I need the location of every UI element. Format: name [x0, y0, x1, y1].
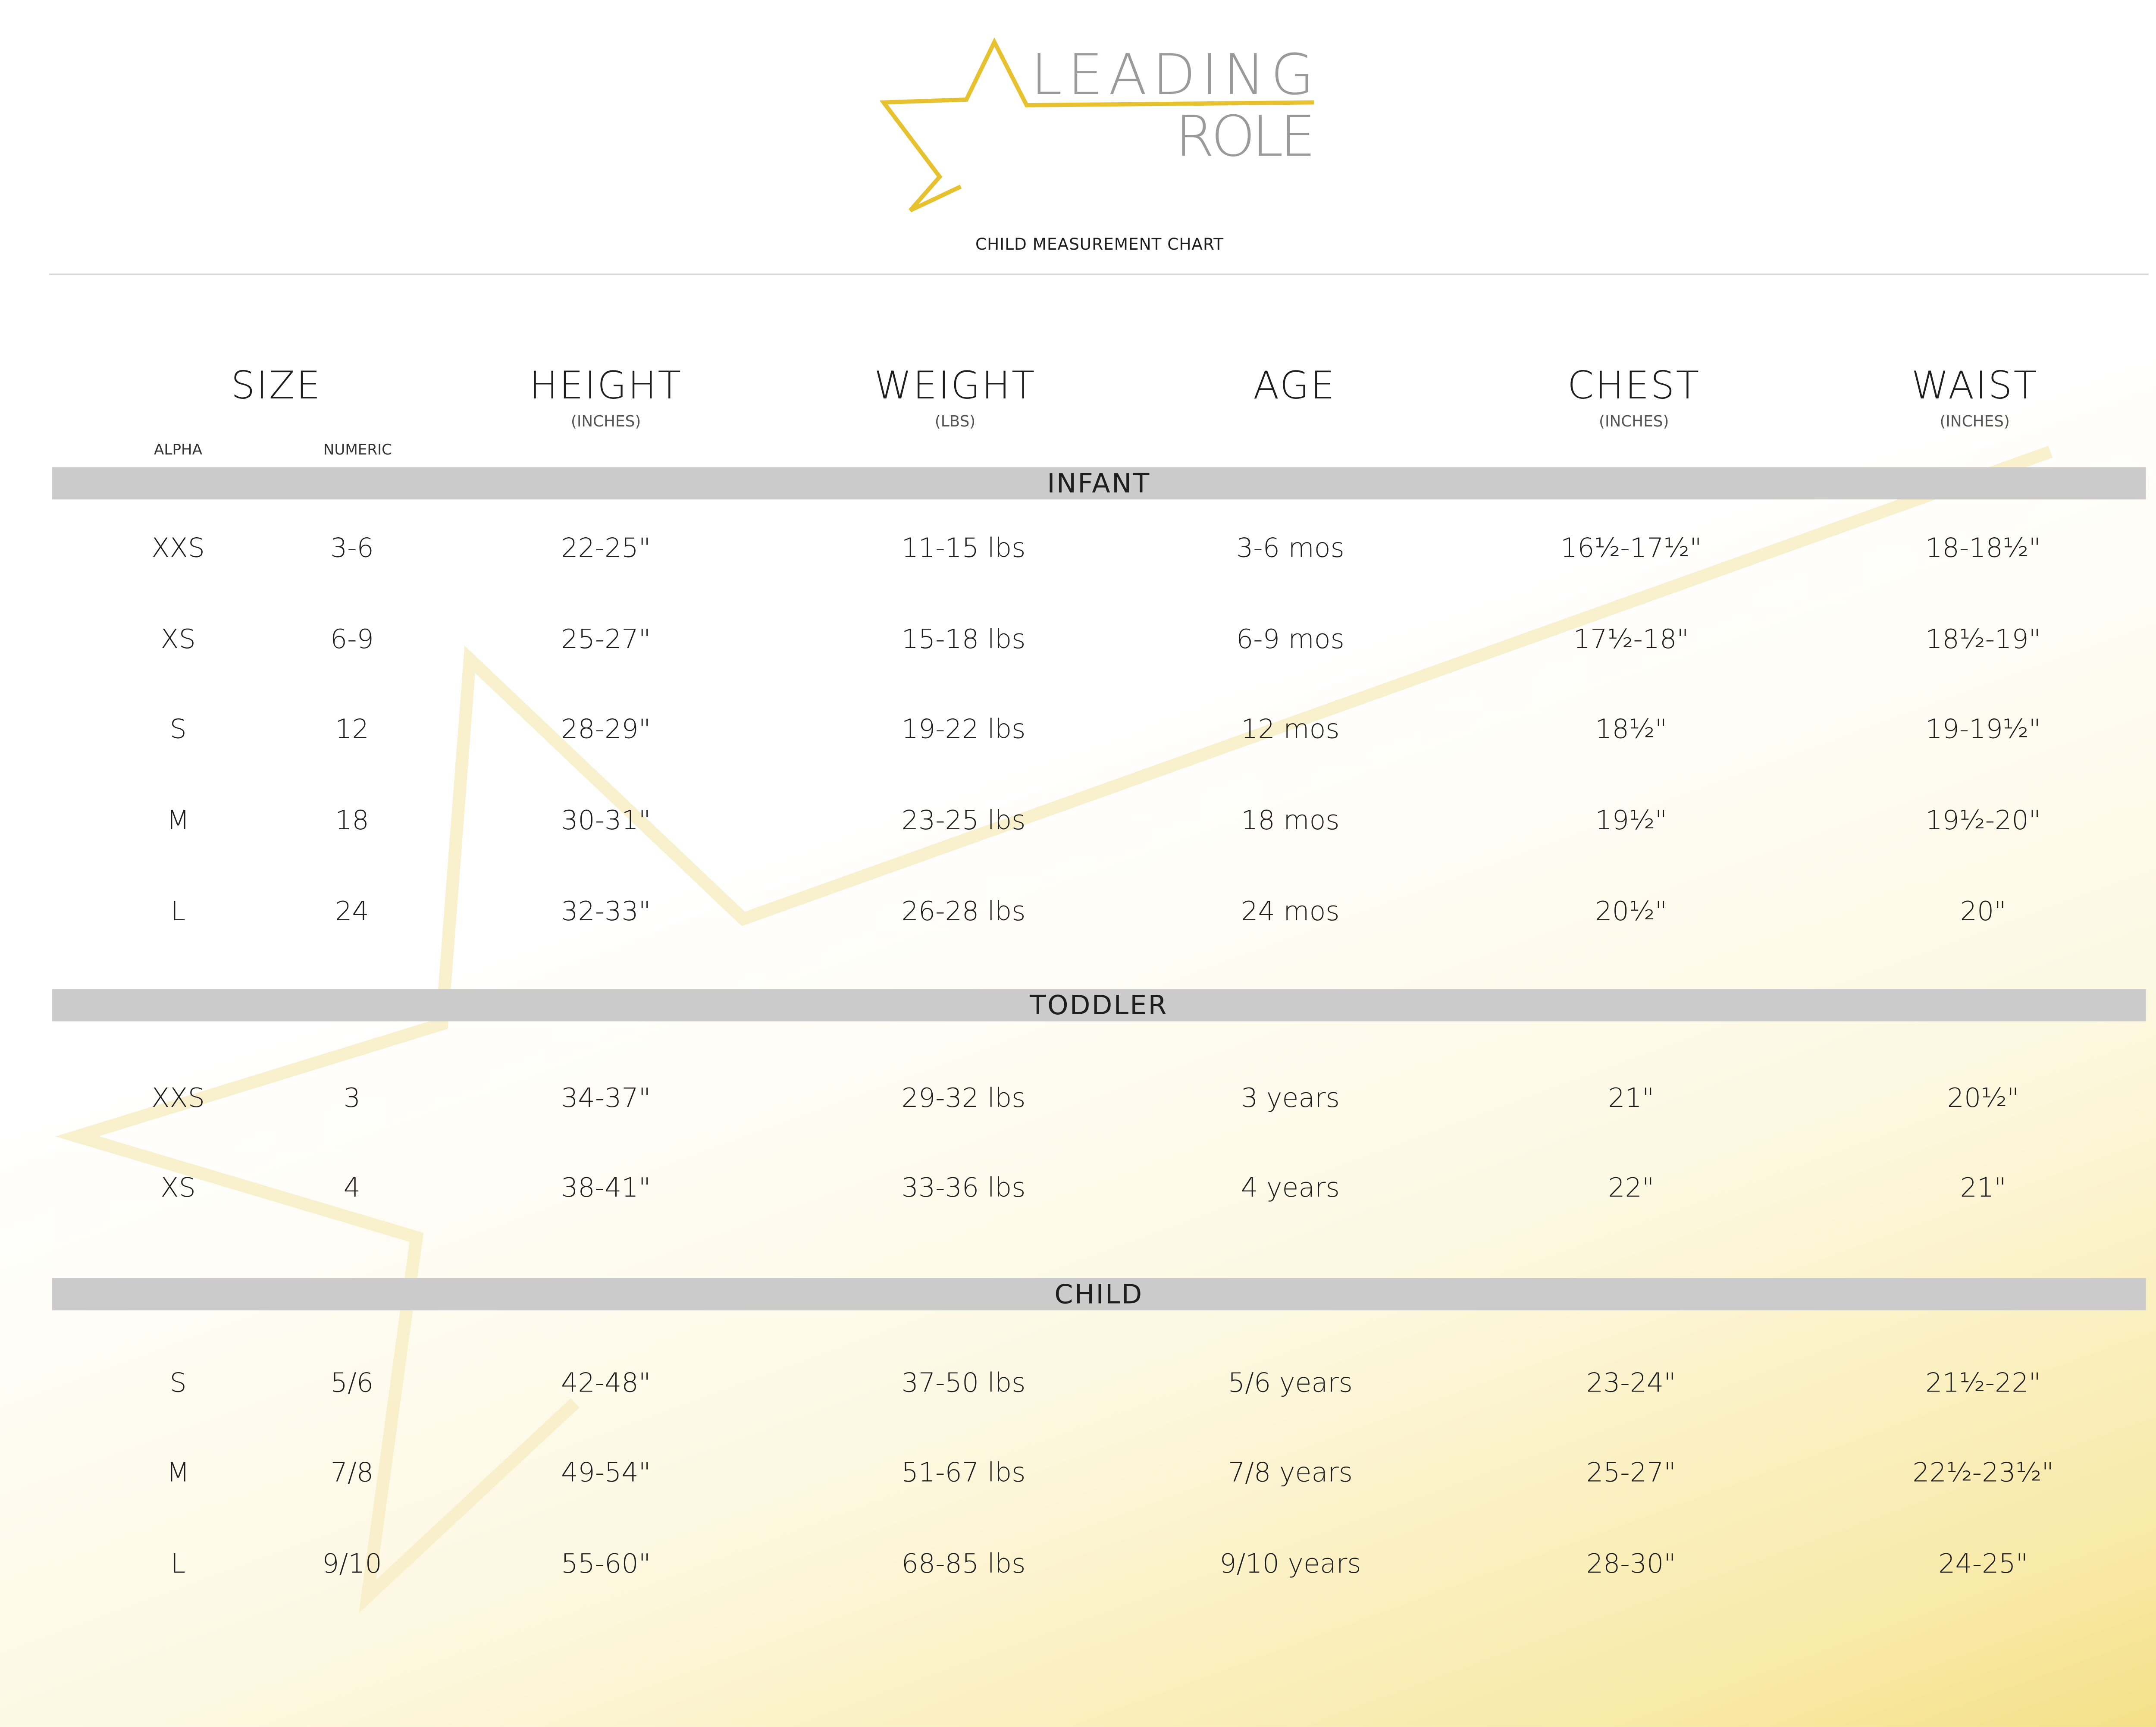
table-cell: M	[166, 1457, 190, 1489]
table-cell: 68-85 lbs	[901, 1548, 1026, 1580]
section-bar-infant: INFANT	[52, 467, 2146, 500]
table-cell: 20"	[1960, 896, 2006, 928]
column-unit: (INCHES)	[1940, 412, 2010, 431]
table-cell: 21"	[1608, 1083, 1655, 1114]
table-cell: 30-31"	[561, 805, 651, 837]
table-cell: 38-41"	[561, 1172, 651, 1204]
table-cell: 18½"	[1595, 714, 1667, 745]
column-header-height: HEIGHT	[529, 364, 683, 408]
table-cell: 15-18 lbs	[901, 624, 1026, 655]
column-header-waist: WAIST	[1911, 364, 2038, 408]
alpha-subheader: ALPHA	[154, 442, 203, 459]
column-unit: (INCHES)	[1599, 412, 1669, 431]
table-cell: 9/10	[322, 1548, 382, 1580]
table-cell: 19½-20"	[1925, 805, 2041, 837]
column-header-age: AGE	[1253, 364, 1336, 408]
table-cell: 26-28 lbs	[901, 896, 1026, 928]
table-cell: 21"	[1960, 1172, 2006, 1204]
table-cell: 25-27"	[1586, 1457, 1676, 1489]
column-unit: (LBS)	[934, 412, 976, 431]
table-cell: 42-48"	[561, 1368, 651, 1399]
table-cell: 24	[335, 896, 369, 928]
table-cell: 22"	[1608, 1172, 1655, 1204]
table-cell: 12 mos	[1241, 714, 1340, 745]
table-cell: 7/8	[330, 1457, 374, 1489]
table-cell: 19-19½"	[1925, 714, 2041, 745]
table-cell: S	[169, 1368, 187, 1399]
table-cell: 4 years	[1241, 1172, 1340, 1204]
table-cell: 3 years	[1241, 1083, 1340, 1114]
divider	[49, 273, 2149, 275]
column-header-chest: CHEST	[1567, 364, 1701, 408]
table-cell: 32-33"	[561, 896, 651, 928]
section-bar-child: CHILD	[52, 1278, 2146, 1310]
table-cell: L	[170, 1548, 186, 1580]
table-cell: 3	[343, 1083, 361, 1114]
table-cell: 55-60"	[561, 1548, 651, 1580]
table-cell: 20½"	[1947, 1083, 2019, 1114]
table-cell: 22-25"	[561, 533, 651, 564]
table-cell: 17½-18"	[1573, 624, 1689, 655]
table-cell: 19-22 lbs	[901, 714, 1026, 745]
table-cell: 20½"	[1595, 896, 1667, 928]
table-cell: 51-67 lbs	[901, 1457, 1026, 1489]
table-cell: 25-27"	[561, 624, 651, 655]
table-cell: 37-50 lbs	[901, 1368, 1026, 1399]
table-cell: 28-29"	[561, 714, 651, 745]
svg-text:ROLE: ROLE	[1175, 103, 1316, 169]
table-cell: 6-9 mos	[1236, 624, 1344, 655]
table-cell: 5/6	[330, 1368, 374, 1399]
table-cell: 3-6	[330, 533, 374, 564]
table-cell: 5/6 years	[1228, 1368, 1353, 1399]
column-unit: (INCHES)	[570, 412, 641, 431]
table-cell: 34-37"	[561, 1083, 651, 1114]
table-cell: 24-25"	[1938, 1548, 2028, 1580]
table-cell: 24 mos	[1241, 896, 1340, 928]
table-cell: 6-9	[330, 624, 374, 655]
table-cell: 21½-22"	[1925, 1368, 2041, 1399]
table-cell: 22½-23½"	[1912, 1457, 2054, 1489]
table-cell: 19½"	[1595, 805, 1667, 837]
column-header-weight: WEIGHT	[874, 364, 1036, 408]
table-cell: 23-25 lbs	[901, 805, 1026, 837]
table-cell: 28-30"	[1586, 1548, 1676, 1580]
table-cell: 49-54"	[561, 1457, 651, 1489]
table-cell: 3-6 mos	[1236, 533, 1344, 564]
table-cell: 11-15 lbs	[901, 533, 1026, 564]
page-title: CHILD MEASUREMENT CHART	[975, 234, 1224, 254]
table-cell: 18½-19"	[1925, 624, 2041, 655]
table-cell: L	[170, 896, 186, 928]
table-cell: 18 mos	[1241, 805, 1340, 837]
table-cell: 18-18½"	[1925, 533, 2041, 564]
column-header-size: SIZE	[231, 364, 322, 408]
section-bar-toddler: TODDLER	[52, 989, 2146, 1022]
section-label: CHILD	[1054, 1279, 1144, 1310]
table-cell: S	[169, 714, 187, 745]
table-cell: 16½-17½"	[1560, 533, 1702, 564]
table-cell: 23-24"	[1586, 1368, 1676, 1399]
section-label: INFANT	[1047, 468, 1151, 500]
table-cell: 12	[335, 714, 369, 745]
table-cell: 9/10 years	[1219, 1548, 1361, 1580]
table-cell: XS	[160, 1172, 196, 1204]
table-cell: 29-32 lbs	[901, 1083, 1026, 1114]
numeric-subheader: NUMERIC	[323, 442, 392, 459]
section-label: TODDLER	[1030, 990, 1168, 1022]
leading-role-logo: LEADING ROLE	[879, 37, 1316, 213]
table-cell: XXS	[151, 1083, 205, 1114]
table-cell: 33-36 lbs	[901, 1172, 1026, 1204]
table-cell: XXS	[151, 533, 205, 564]
table-cell: M	[166, 805, 190, 837]
table-cell: 7/8 years	[1228, 1457, 1353, 1489]
svg-text:LEADING: LEADING	[1031, 42, 1314, 107]
table-cell: 4	[343, 1172, 361, 1204]
table-cell: XS	[160, 624, 196, 655]
table-cell: 18	[335, 805, 369, 837]
